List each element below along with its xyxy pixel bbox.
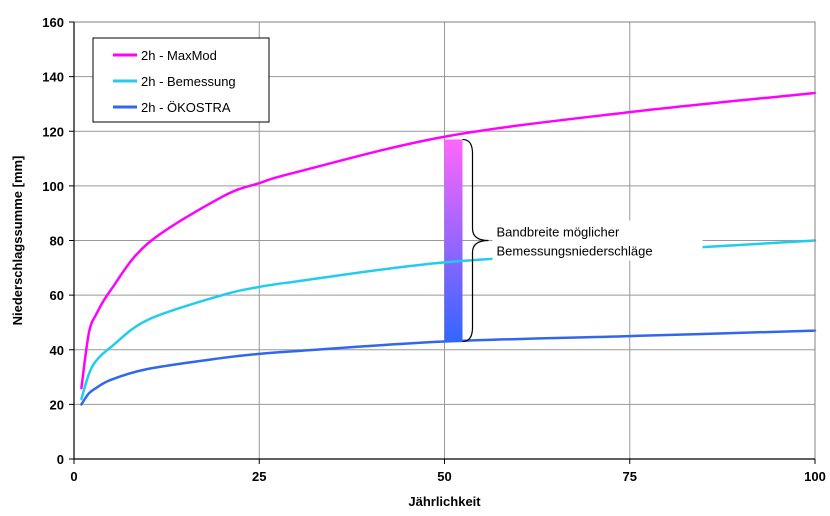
- y-tick-label: 60: [50, 288, 64, 303]
- legend-label-3: 2h - ÖKOSTRA: [141, 100, 231, 115]
- x-tick-label: 75: [623, 469, 637, 484]
- band-layer: [444, 139, 463, 342]
- series-line-1: [80, 91, 817, 390]
- y-tick-label: 80: [50, 234, 64, 249]
- x-tick-label: 25: [252, 469, 266, 484]
- series-line-3: [80, 329, 817, 406]
- legend-label-1: 2h - MaxMod: [141, 48, 217, 63]
- annotation-bg: [492, 220, 703, 261]
- axis-layer: 0 20 40 60 80 100 120 140 160 0 25 50 75 100 Jährlichk…: [10, 15, 826, 509]
- y-tick-label: 120: [42, 124, 64, 139]
- legend: 2h - MaxMod 2h - Bemessung 2h - ÖKOSTRA: [92, 37, 270, 123]
- y-tick-label: 0: [57, 452, 64, 467]
- annotation-line-1: Bandbreite möglicher: [497, 225, 621, 240]
- y-tick-label: 40: [50, 343, 64, 358]
- y-tick-label: 20: [50, 397, 64, 412]
- x-tick-label: 100: [804, 469, 826, 484]
- x-tick-label: 0: [70, 469, 77, 484]
- legend-label-2: 2h - Bemessung: [141, 74, 236, 89]
- annotation-layer: Bandbreite möglicher Bemessungsniederschl…: [462, 138, 703, 343]
- y-tick-label: 160: [42, 15, 64, 30]
- x-axis-title: Jährlichkeit: [408, 494, 481, 509]
- x-tick-label: 50: [437, 469, 451, 484]
- y-tick-label: 140: [42, 70, 64, 85]
- y-tick-label: 100: [42, 179, 64, 194]
- curly-brace: [462, 138, 489, 343]
- y-axis-title: Niederschlagssumme [mm]: [10, 156, 25, 326]
- bandwidth-gradient-bar: [444, 139, 463, 342]
- annotation-line-2: Bemessungsniederschläge: [497, 244, 653, 259]
